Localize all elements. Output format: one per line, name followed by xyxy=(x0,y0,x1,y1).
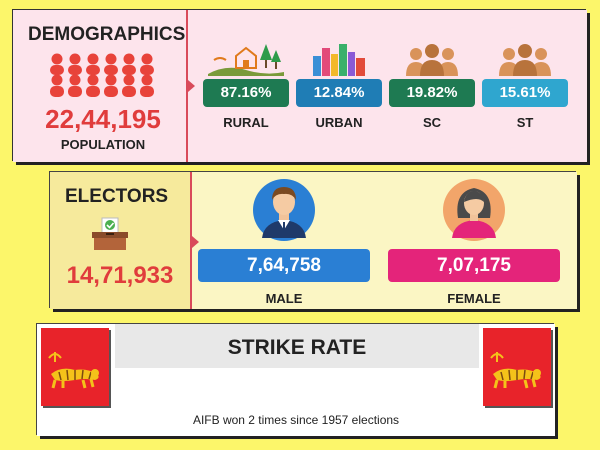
strike-rate-title: STRIKE RATE xyxy=(115,324,479,368)
stat-sc: 19.82% SC xyxy=(389,44,475,130)
urban-label: URBAN xyxy=(315,115,363,130)
stat-st: 15.61% ST xyxy=(482,44,568,130)
strike-rate-note: AIFB won 2 times since 1957 elections xyxy=(192,413,400,427)
sc-label: SC xyxy=(422,115,442,130)
rural-label: RURAL xyxy=(223,115,269,130)
ballot-box-icon xyxy=(92,217,128,250)
stat-urban: 12.84% URBAN xyxy=(296,44,382,130)
electors-title: ELECTORS xyxy=(65,186,169,207)
sc-value: 19.82% xyxy=(389,79,475,107)
electors-divider xyxy=(190,172,199,309)
strike-rate-panel: STRIKE RATE AIFB won 2 times since 1957 … xyxy=(37,324,555,436)
electors-female: 7,07,175 FEMALE xyxy=(388,178,560,306)
population-value: 22,44,195 xyxy=(45,104,161,134)
female-value: 7,07,175 xyxy=(388,249,560,282)
group-people-icon xyxy=(406,44,458,76)
population-label: POPULATION xyxy=(60,137,146,152)
male-value: 7,64,758 xyxy=(198,249,370,282)
demographics-panel: DEMOGRAPHICS 22,44,195 POPULATION xyxy=(13,10,587,162)
electors-total: 14,71,933 xyxy=(66,262,174,289)
electors-male: 7,64,758 MALE xyxy=(198,178,370,306)
aifb-flag-right xyxy=(483,328,551,406)
demographics-title: DEMOGRAPHICS xyxy=(28,24,186,45)
male-label: MALE xyxy=(265,291,303,306)
population-icon xyxy=(50,53,154,97)
electors-panel: ELECTORS 14,71,933 7,64,758 MALE xyxy=(50,172,577,309)
st-label: ST xyxy=(516,115,534,130)
st-value: 15.61% xyxy=(482,79,568,107)
male-avatar-icon xyxy=(253,179,315,241)
urban-value: 12.84% xyxy=(296,79,382,107)
demographics-divider xyxy=(186,10,195,162)
tiger-hammer-sickle-icon xyxy=(48,352,99,389)
rural-value: 87.16% xyxy=(203,79,289,107)
female-avatar-icon xyxy=(443,179,505,241)
female-label: FEMALE xyxy=(447,291,501,306)
village-icon xyxy=(208,44,284,76)
city-icon xyxy=(313,44,365,76)
aifb-flag-left xyxy=(41,328,109,406)
group-people-icon xyxy=(499,44,551,76)
tiger-hammer-sickle-icon xyxy=(490,352,541,389)
stat-rural: 87.16% RURAL xyxy=(203,44,289,130)
